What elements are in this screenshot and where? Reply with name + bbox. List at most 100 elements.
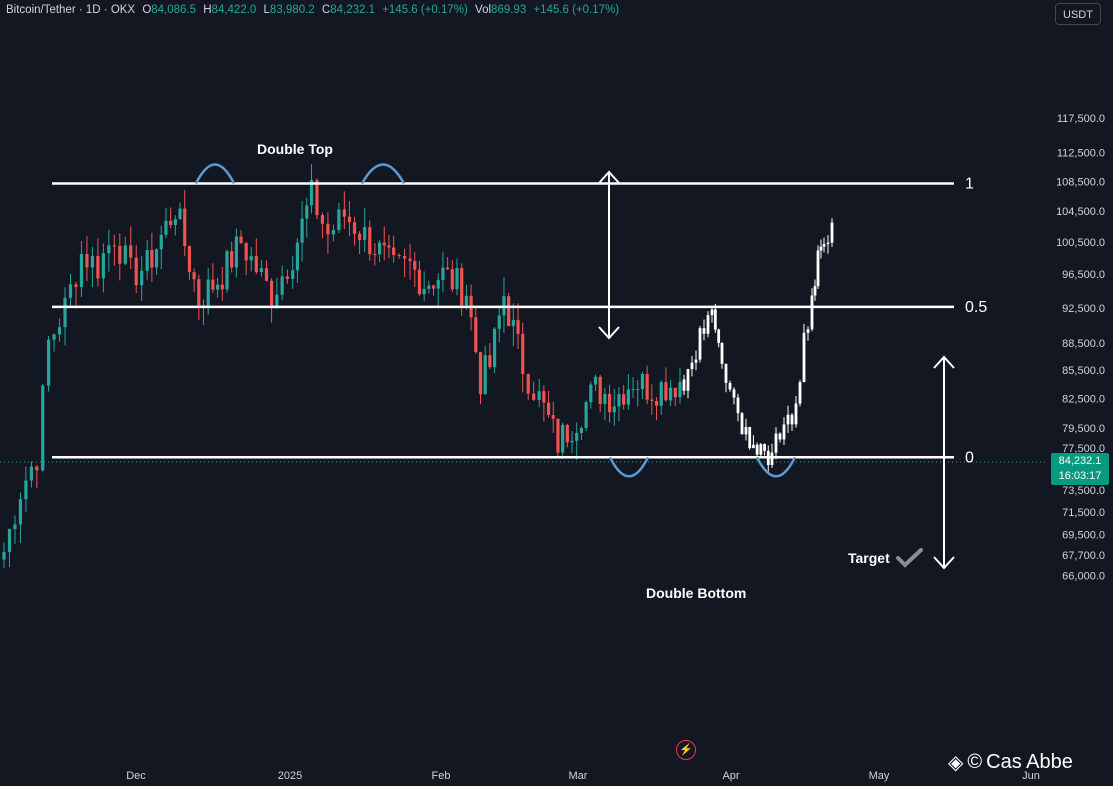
candle-body (678, 381, 682, 398)
candle-body (492, 328, 497, 368)
candle-body (645, 373, 649, 400)
projection-body (786, 414, 790, 425)
double-bottom-arc-1 (608, 456, 650, 478)
candle-body (373, 254, 377, 256)
candle-body (589, 384, 593, 403)
candle-body (46, 339, 51, 386)
projection-body (819, 246, 823, 251)
candle-body (234, 236, 238, 268)
candle-body (140, 270, 144, 286)
close-value: 84,232.1 (330, 4, 375, 16)
projection-body (778, 433, 782, 440)
candle-body (159, 234, 163, 250)
candle-body (154, 249, 159, 268)
projection-body (770, 452, 774, 466)
candle-body (90, 255, 95, 268)
high-value: 84,422.0 (211, 4, 257, 16)
projection-body (710, 309, 714, 316)
projection-body (686, 369, 690, 391)
double-bottom-arc-2 (755, 456, 797, 478)
candle-body (455, 268, 459, 290)
y-tick-label: 112,500.0 (1057, 148, 1105, 160)
candle-body (331, 229, 335, 235)
candle-body (622, 394, 626, 405)
candle-body (197, 279, 201, 306)
candle-body (41, 385, 45, 471)
candle-body (215, 284, 220, 290)
candle-body (112, 245, 116, 247)
low-label: L (263, 4, 270, 16)
projection-body (755, 444, 759, 455)
double-bottom-label: Double Bottom (646, 585, 746, 601)
candle-body (579, 427, 584, 433)
x-tick-label: Jun (1022, 770, 1040, 782)
candle-body (118, 245, 122, 264)
candle-body (79, 254, 84, 288)
candle-body (478, 352, 483, 395)
candle-body (320, 215, 325, 224)
candle-body (673, 387, 677, 398)
projection-body (682, 379, 686, 391)
candle-body (259, 268, 264, 273)
last-price-tag: 84,232.1 16:03:17 (1051, 453, 1109, 485)
candle-body (129, 245, 133, 258)
projection-body (694, 359, 698, 363)
candle-body (464, 295, 469, 306)
candle-body (570, 440, 574, 443)
x-axis[interactable]: Dec 2025 Feb Mar Apr May Jun (126, 770, 1040, 782)
candle-body (96, 255, 100, 279)
projection-body (816, 250, 820, 287)
candle-body (280, 276, 284, 295)
candle-body (546, 402, 551, 415)
projection-body (724, 363, 728, 383)
candle-body (516, 319, 520, 334)
candle-body (427, 285, 431, 289)
symbol-name[interactable]: Bitcoin/Tether · 1D · OKX (6, 4, 136, 16)
copyright-icon: © (967, 751, 983, 773)
change-value: +145.6 (+0.17%) (382, 4, 468, 16)
candle-body (542, 391, 546, 403)
candle-body (52, 334, 56, 340)
projection-body (759, 444, 763, 455)
last-price-value: 84,232.1 (1058, 455, 1102, 467)
candle-body (387, 245, 391, 248)
y-axis[interactable]: 117,500.0 112,500.0 108,500.0 104,500.0 100,… (1056, 113, 1105, 582)
candle-body (211, 279, 215, 290)
candle-body (551, 414, 555, 419)
projection-body (763, 444, 766, 451)
candle-body (326, 223, 330, 235)
candle-body (275, 294, 279, 309)
projection-body (748, 426, 752, 449)
projection-body (702, 328, 706, 334)
projection-body (782, 424, 786, 440)
candle-body (225, 251, 229, 290)
candle-body (315, 180, 319, 216)
candle-body (507, 296, 511, 327)
replay-icon[interactable]: ⚡ (676, 740, 696, 760)
projection-body (728, 382, 732, 390)
candle-body (363, 227, 367, 240)
candle-body (2, 551, 6, 560)
y-tick-label: 73,500.0 (1062, 485, 1105, 497)
projection-body (717, 329, 721, 343)
candlestick-series (2, 164, 682, 568)
candle-body (164, 220, 168, 235)
candle-body (295, 242, 300, 271)
projection-body (706, 315, 710, 334)
currency-button[interactable]: USDT (1055, 3, 1101, 25)
pattern-arcs (194, 163, 797, 478)
candle-body (417, 269, 422, 295)
candle-body (145, 249, 149, 271)
candle-body (342, 209, 346, 217)
candle-body (300, 218, 304, 243)
candle-body (269, 280, 274, 309)
projection-body (826, 242, 830, 245)
watermark: ◈ © Cas Abbe (948, 750, 1073, 775)
symbol-header[interactable]: Bitcoin/Tether · 1D · OKX O84,086.5 H84,… (6, 4, 623, 16)
candle-body (664, 382, 668, 401)
y-tick-label: 82,500.0 (1062, 393, 1105, 405)
x-tick-label: 2025 (278, 770, 302, 782)
candle-body (29, 466, 33, 481)
y-tick-label: 108,500.0 (1056, 176, 1105, 188)
